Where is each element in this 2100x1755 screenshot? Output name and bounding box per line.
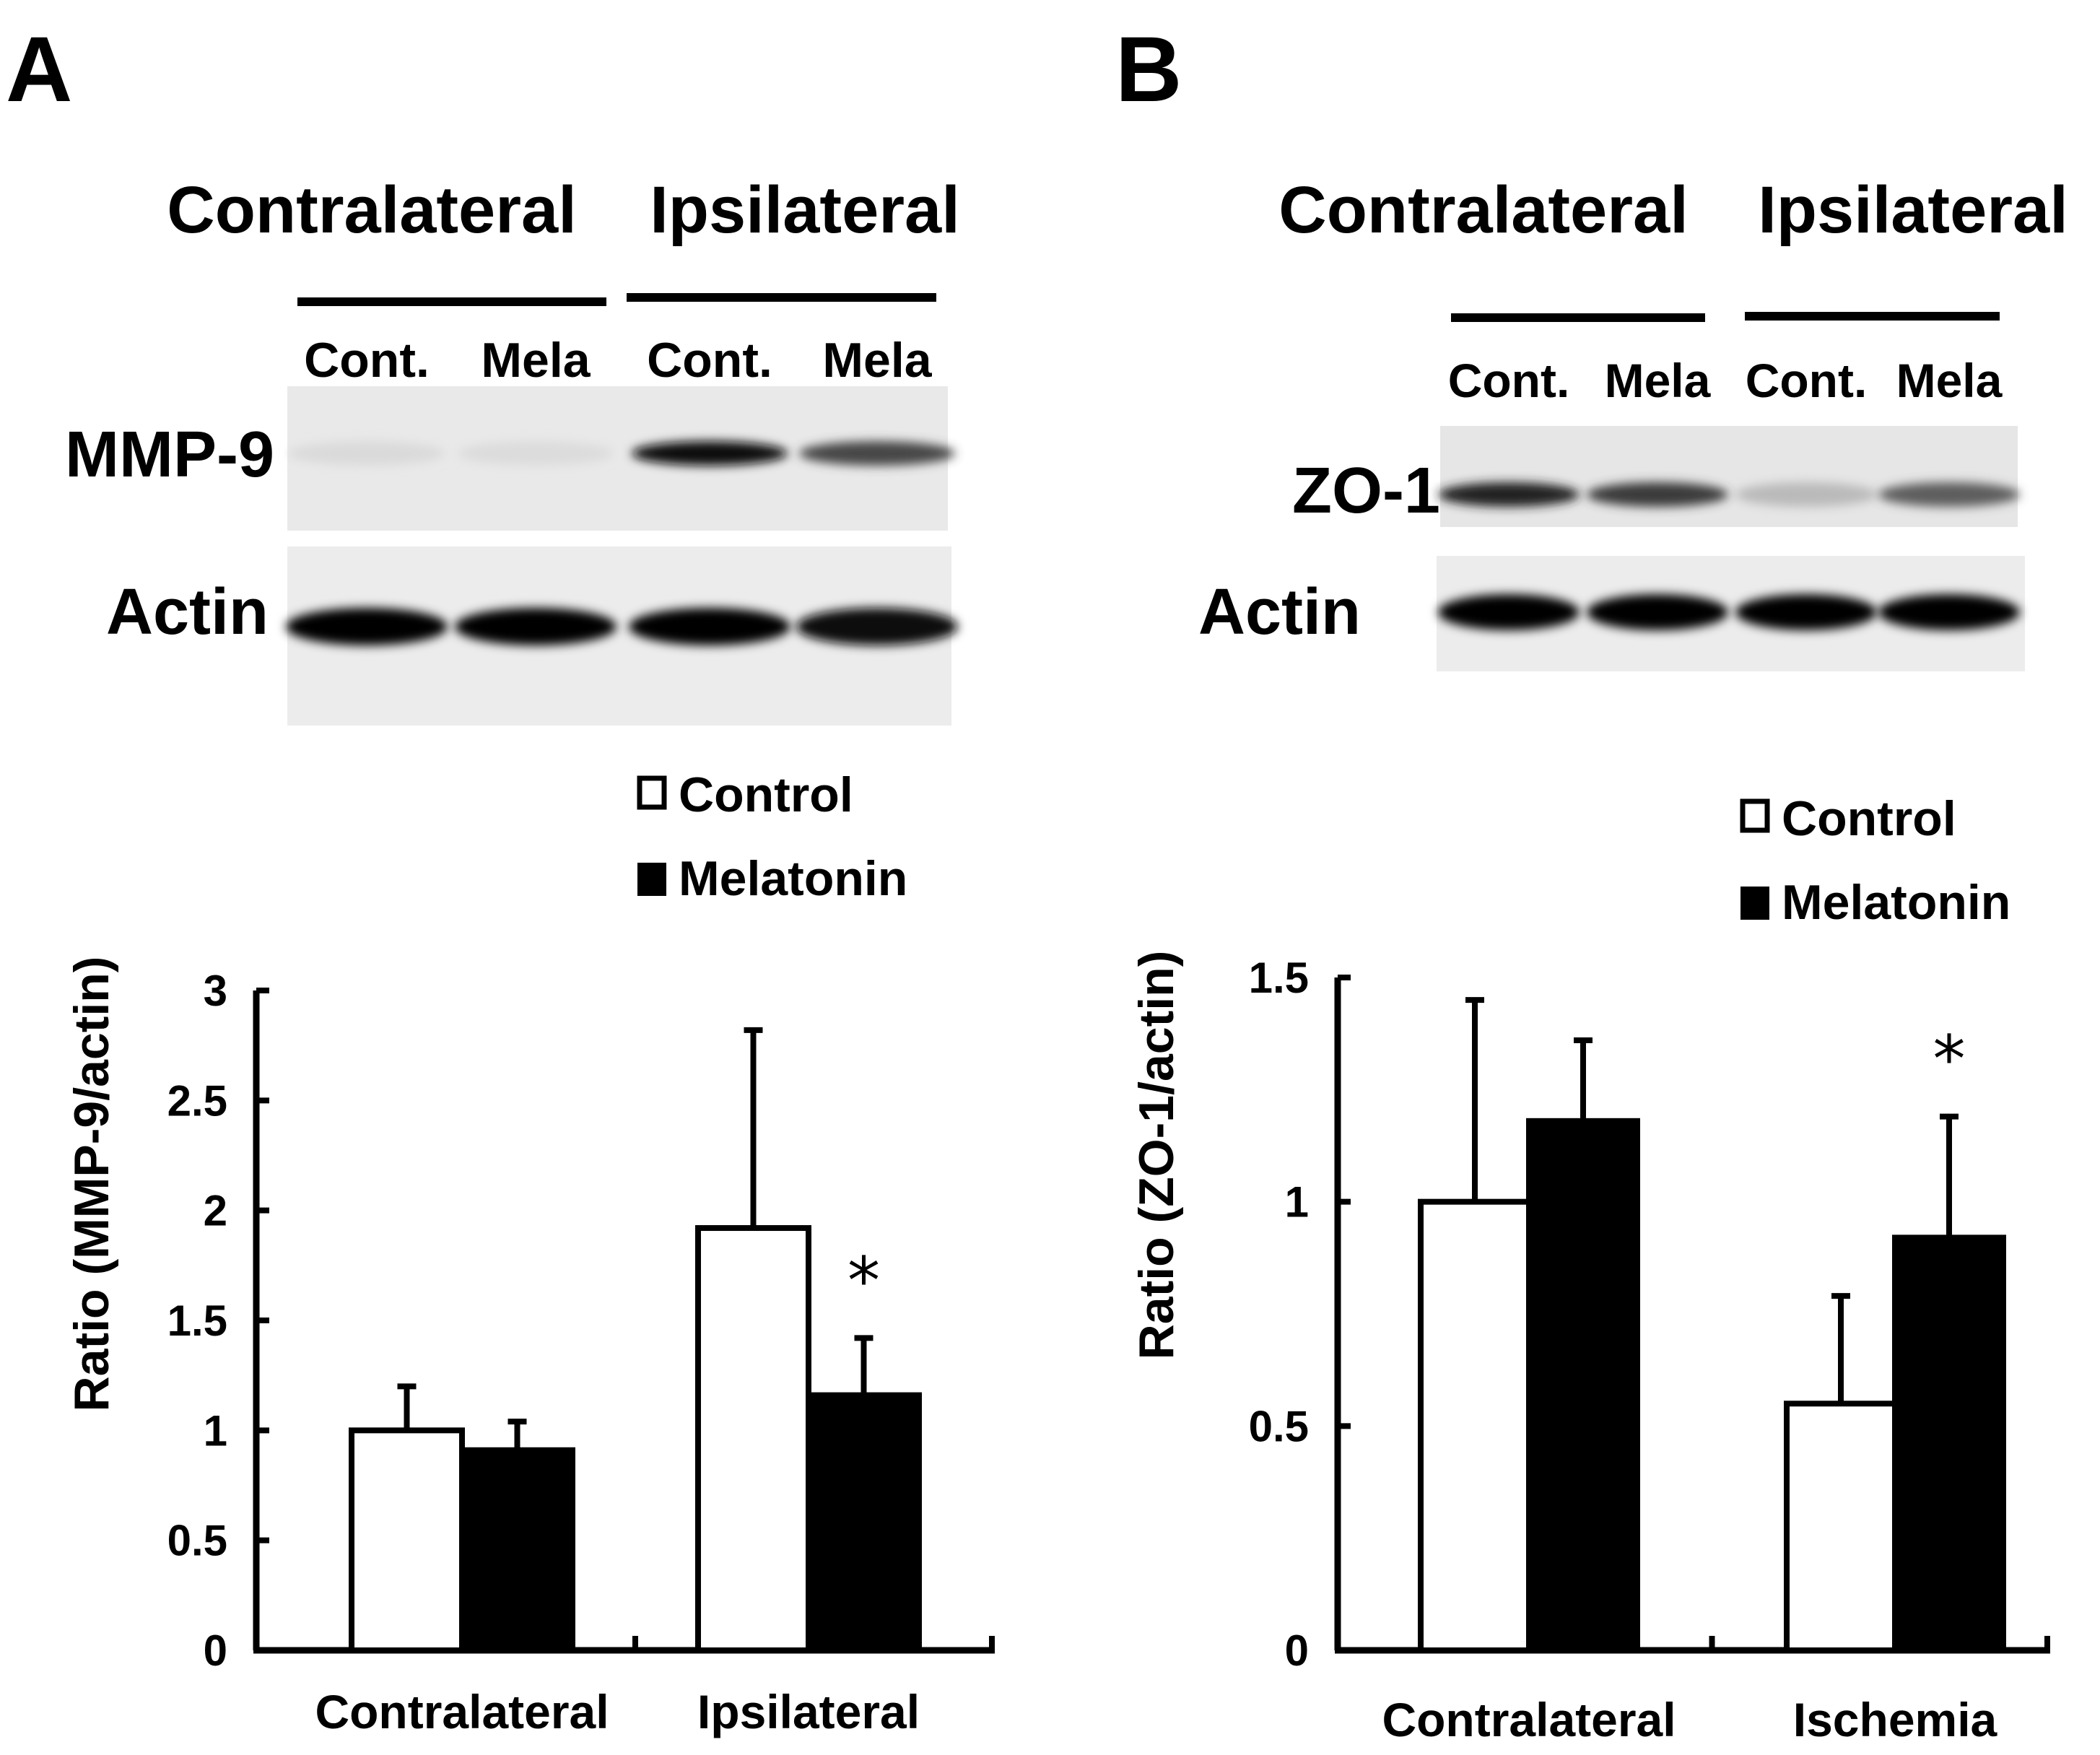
blot-band <box>629 608 790 645</box>
blot-band <box>1735 594 1877 630</box>
x-category-label: Contralateral <box>315 1685 609 1738</box>
blot-band <box>458 441 614 466</box>
legend-swatch-melatonin <box>1740 887 1769 920</box>
significance-star: * <box>1933 1022 1966 1098</box>
blot-row-label: ZO-1 <box>1292 455 1440 527</box>
legend-label-melatonin: Melatonin <box>1782 875 2010 930</box>
panel-letter-b: B <box>1115 18 1182 121</box>
blot-band <box>289 441 445 466</box>
blot-bands <box>286 441 958 645</box>
bar-melatonin <box>806 1392 922 1653</box>
blot-row-label: Actin <box>106 576 269 648</box>
legend-swatch-control <box>1740 798 1770 833</box>
bar-control <box>1418 1198 1532 1653</box>
y-axis-label: Ratio (ZO-1/actin) <box>1129 951 1184 1360</box>
blot-band <box>1878 594 2020 630</box>
blot-lane-labels: Cont. Mela Cont. Mela <box>304 333 933 388</box>
legend-label-control: Control <box>1782 791 1956 846</box>
y-tick-label: 1.5 <box>1249 954 1309 1002</box>
blot-group-label: Ipsilateral <box>650 173 960 247</box>
blot-group-label: Contralateral <box>167 173 577 247</box>
blot-band <box>1438 482 1580 507</box>
blot-band <box>632 441 788 466</box>
legend-label-control: Control <box>679 767 853 822</box>
blot-band <box>799 441 955 466</box>
y-tick-label: 0 <box>204 1626 227 1675</box>
legend-swatch-control <box>637 775 667 810</box>
blot-lane-label: Mela <box>822 333 932 388</box>
blot-band <box>455 608 617 645</box>
y-tick-label: 1 <box>204 1406 227 1455</box>
blot-bands <box>1438 482 2020 630</box>
y-tick-label: 1.5 <box>167 1297 227 1345</box>
blot-lane-labels: Cont. Mela Cont. Mela <box>1448 354 2003 407</box>
blot-group-label: Contralateral <box>1278 173 1689 247</box>
significance-star: * <box>848 1243 880 1319</box>
blot-group-label: Ipsilateral <box>1758 173 2068 247</box>
blot-lane-label: Mela <box>481 333 591 388</box>
blot-band <box>1587 594 1728 630</box>
y-tick-label: 3 <box>204 967 227 1015</box>
bar-control <box>349 1427 465 1654</box>
y-tick-label: 0 <box>1285 1626 1309 1675</box>
blot-strip-zo1 <box>1440 426 2018 527</box>
bar-melatonin <box>1526 1118 1640 1653</box>
blot-lane-label: Mela <box>1896 354 2003 407</box>
blot-row-label: Actin <box>1198 576 1361 648</box>
y-tick-label: 2.5 <box>167 1076 227 1125</box>
blot-lane-label: Mela <box>1605 354 1712 407</box>
y-tick-label: 2 <box>204 1187 227 1235</box>
blot-band <box>1735 482 1877 507</box>
panel-letter-a: A <box>6 18 72 121</box>
blot-lane-label: Cont. <box>647 333 772 388</box>
bar-melatonin <box>459 1447 575 1653</box>
y-tick-label: 0.5 <box>167 1517 227 1565</box>
blot-band <box>1587 482 1728 507</box>
blot-lane-label: Cont. <box>1746 354 1868 407</box>
blot-row-label: MMP-9 <box>65 419 274 491</box>
panel-a: A Contralateral Ipsilateral Cont. Mela Con… <box>6 18 995 1738</box>
bar-melatonin <box>1892 1234 2006 1653</box>
legend-swatch-melatonin <box>637 863 666 896</box>
bar-chart-a: 0 0.5 1 1.5 2 2.5 3 Contralateral Ipsilateral * Ra… <box>64 957 995 1738</box>
x-category-label: Ischemia <box>1793 1693 1998 1746</box>
blot-band <box>1878 482 2020 507</box>
x-category-label: Contralateral <box>1382 1693 1676 1746</box>
blot-lane-label: Cont. <box>1448 354 1570 407</box>
bar-control <box>695 1225 811 1654</box>
blot-band <box>1438 594 1580 630</box>
bar-chart-b: 0 0.5 1 1.5 Contralateral Ischemia * Ratio (ZO-… <box>1129 951 2050 1746</box>
y-axis-label: Ratio (MMP-9/actin) <box>64 957 119 1412</box>
y-tick-label: 0.5 <box>1249 1402 1309 1450</box>
panel-b: B Contralateral Ipsilateral Cont. Mela Con… <box>1115 18 2068 1746</box>
bar-control <box>1784 1401 1898 1654</box>
x-category-label: Ipsilateral <box>697 1685 920 1738</box>
y-tick-label: 1 <box>1285 1178 1309 1227</box>
blot-band <box>286 608 448 645</box>
blot-band <box>796 608 958 645</box>
legend-label-melatonin: Melatonin <box>679 851 907 906</box>
blot-lane-label: Cont. <box>304 333 430 388</box>
